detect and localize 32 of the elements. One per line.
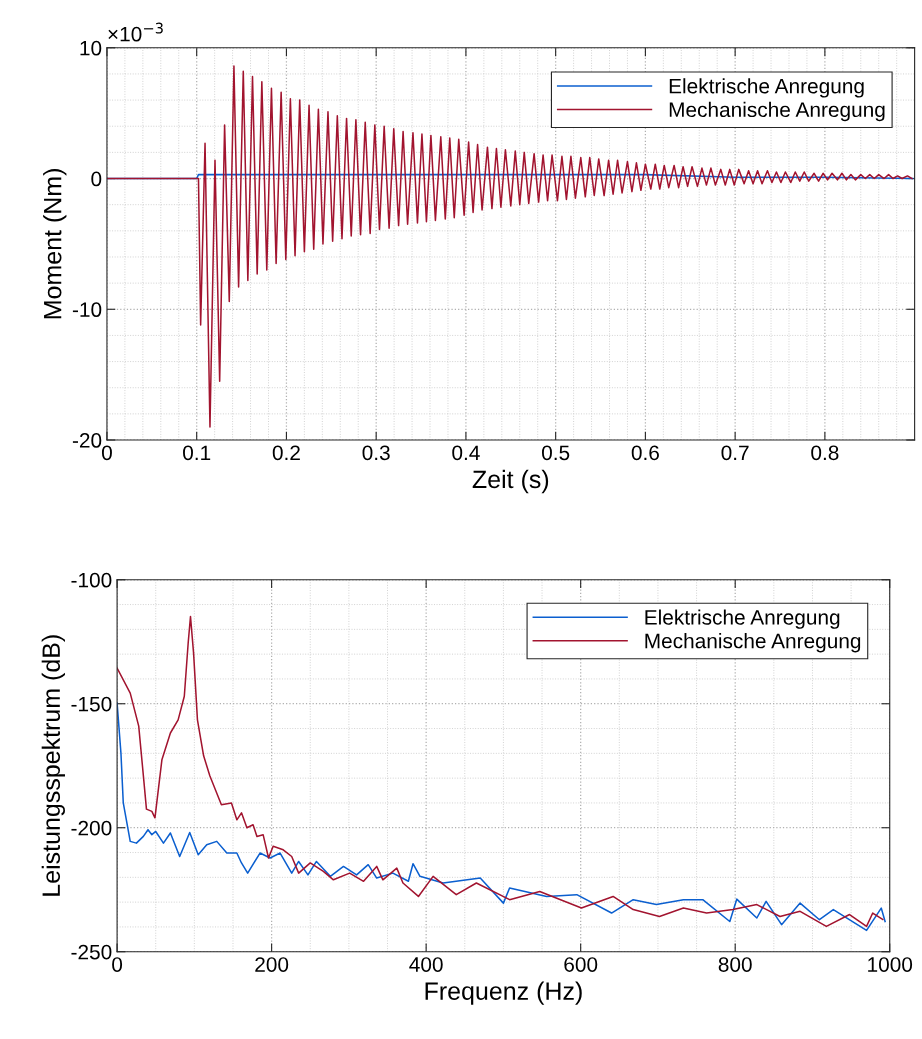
x-tick-label: 800 — [718, 957, 752, 972]
x-tick-label: 400 — [409, 957, 443, 972]
line-series — [106, 65, 913, 428]
x-tick-label: 0.6 — [631, 445, 659, 461]
y-tick-label: -150 — [71, 696, 112, 712]
text: ×10$^{−3}$ — [108, 22, 163, 42]
x-tick-label: 0.8 — [811, 445, 839, 461]
x-tick-label: 600 — [564, 957, 598, 972]
y-axis-title: Moment (Nm) — [43, 169, 67, 319]
x-tick-label: 0.5 — [541, 445, 570, 461]
x-tick-label: 1000 — [868, 957, 913, 972]
x-tick-label: 0.1 — [183, 445, 211, 461]
legend-label: Mechanische Anregung — [645, 633, 861, 653]
x-tick-label: 0.4 — [452, 445, 480, 461]
legend-label: Elektrische Anregung — [645, 609, 840, 629]
y-tick-label: 0 — [91, 171, 102, 187]
y-tick-label: -10 — [72, 302, 102, 318]
legend-label: Mechanische Anregung — [669, 101, 885, 122]
y-axis-title: Leistungsspektrum (dB) — [41, 635, 65, 896]
y-tick-label: -20 — [72, 433, 102, 448]
x-tick-label: 0.3 — [362, 445, 390, 461]
y-tick-label: 10 — [80, 40, 102, 56]
y-tick-label: -100 — [71, 572, 112, 588]
x-tick-label: 0.2 — [272, 445, 300, 461]
x-tick-label: 0 — [112, 957, 123, 972]
y-tick-label: -250 — [71, 944, 112, 960]
y-tick-label: -200 — [71, 820, 112, 836]
legend-label: Elektrische Anregung — [669, 78, 864, 98]
x-tick-label: 0.7 — [721, 445, 749, 461]
x-axis-title: Frequenz (Hz) — [425, 981, 582, 1005]
x-axis-title: Zeit (s) — [472, 469, 549, 494]
x-tick-label: 200 — [255, 957, 289, 972]
